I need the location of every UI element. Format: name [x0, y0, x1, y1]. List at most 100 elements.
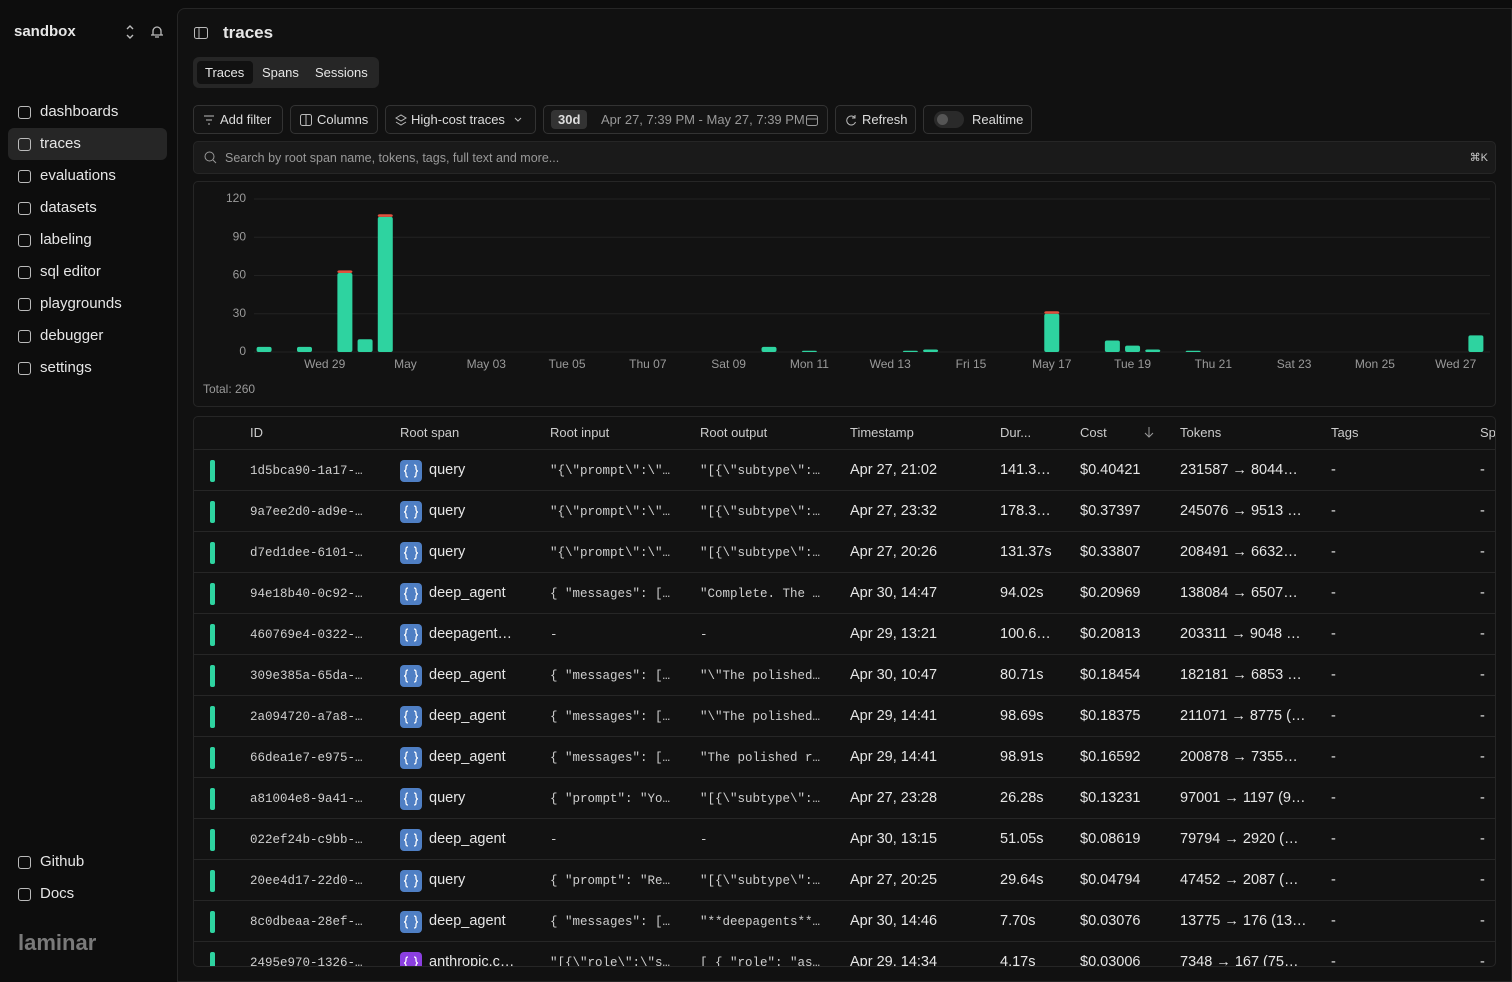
chart: Total: 260 0 30 60 90 120 Wed 29 May May 03 Tue …	[193, 181, 1496, 407]
x-tick-label: May 03	[467, 357, 507, 371]
x-tick-label: Tue 19	[1114, 357, 1151, 371]
nav-item[interactable]: traces	[8, 128, 167, 160]
nav-item[interactable]: datasets	[8, 192, 167, 224]
nav-item[interactable]: sql editor	[8, 256, 167, 288]
cell: $0.13231	[1080, 790, 1141, 806]
nav-item[interactable]: debugger	[8, 320, 167, 352]
refresh-button[interactable]: Refresh	[835, 105, 916, 134]
preset-dropdown[interactable]: High-cost traces	[385, 105, 536, 134]
sidebar-toggle[interactable]	[193, 25, 209, 41]
column-header[interactable]: Root input	[550, 425, 610, 440]
tab[interactable]: Spans	[262, 65, 299, 80]
nav-item[interactable]: labeling	[8, 224, 167, 256]
cell: $0.20969	[1080, 585, 1141, 601]
table-row[interactable]: a81004e8-9a41-… query { "prompt": "Yo… "[{\…	[194, 777, 1495, 819]
cell: -	[1331, 667, 1336, 683]
table-row[interactable]: d7ed1dee-6101-… query "{\"prompt\":\"… "[{\…	[194, 531, 1495, 573]
table-row[interactable]: 2a094720-a7a8-… deep_agent { "messages": […	[194, 695, 1495, 737]
cell: $0.08619	[1080, 831, 1141, 847]
table-row[interactable]: 66dea1e7-e975-… deep_agent { "messages": […	[194, 736, 1495, 778]
cell: 138084 → 6507…	[1180, 585, 1298, 601]
traces-table: ID Root span Root input Root output Timestam…	[193, 416, 1496, 967]
cell: "The polished r…	[700, 751, 821, 765]
cell: $0.40421	[1080, 462, 1141, 478]
cell: "[{\"subtype\":…	[700, 464, 821, 478]
cell: 8c0dbeaa-28ef-…	[250, 915, 363, 929]
nav-item[interactable]: settings	[8, 352, 167, 384]
cell: query	[429, 503, 466, 519]
column-header[interactable]: ID	[250, 425, 263, 440]
table-row[interactable]: 8c0dbeaa-28ef-… deep_agent { "messages": […	[194, 900, 1495, 942]
cell: 131.37s	[1000, 544, 1052, 560]
table-row[interactable]: 1d5bca90-1a17-… query "{\"prompt\":\"… "[{\…	[194, 449, 1495, 491]
cell: query	[429, 872, 466, 888]
footer-link[interactable]: Github	[8, 846, 167, 878]
nav-label: playgrounds	[40, 295, 122, 312]
table-row[interactable]: 460769e4-0322-… deepagent… - - Apr 29, 13:21…	[194, 613, 1495, 655]
nav-label: labeling	[40, 231, 92, 248]
date-range[interactable]: 30d Apr 27, 7:39 PM - May 27, 7:39 PM	[543, 105, 828, 134]
cell: { "messages": […	[550, 587, 671, 601]
nav-label: evaluations	[40, 167, 116, 184]
x-tick-label: May 17	[1032, 357, 1072, 371]
table-row[interactable]: 9a7ee2d0-ad9e-… query "{\"prompt\":\"… "[{\…	[194, 490, 1495, 532]
realtime-toggle[interactable]: Realtime	[923, 105, 1032, 134]
column-header[interactable]: Tokens	[1180, 425, 1222, 440]
cell: 141.3…	[1000, 462, 1051, 478]
cell: -	[1331, 790, 1336, 806]
cell: $0.37397	[1080, 503, 1141, 519]
column-header[interactable]: Timestamp	[850, 425, 914, 440]
cell: 100.6…	[1000, 626, 1051, 642]
footer-link[interactable]: Docs	[8, 878, 167, 910]
columns-button[interactable]: Columns	[290, 105, 378, 134]
cell: $0.33807	[1080, 544, 1141, 560]
column-header[interactable]: Tags	[1331, 425, 1359, 440]
y-tick-label: 120	[226, 191, 246, 205]
span-icon	[400, 583, 422, 605]
cell: -	[1480, 667, 1485, 683]
cell: 182181 → 6853 …	[1180, 667, 1302, 683]
table-row[interactable]: 20ee4d17-22d0-… query { "prompt": "Re… "[{\…	[194, 859, 1495, 901]
cell: 79794 → 2920 (…	[1180, 831, 1299, 847]
table-row[interactable]: 2495e970-1326-… anthropic.c… "[{\"role\":\…	[194, 941, 1495, 967]
tab[interactable]: Traces	[205, 65, 245, 80]
nav-item[interactable]: evaluations	[8, 160, 167, 192]
column-header[interactable]: Root output	[700, 425, 768, 440]
nav-label: sql editor	[40, 263, 101, 280]
cell: deep_agent	[429, 749, 506, 765]
bar-segment	[337, 270, 353, 273]
cell: "**deepagents**…	[700, 915, 821, 929]
column-header[interactable]: Root span	[400, 425, 460, 440]
bar-segment	[357, 339, 373, 352]
cell: "\"The polished…	[700, 669, 821, 683]
search-bar[interactable]: Search by root span name, tokens, tags, …	[193, 141, 1496, 174]
column-header[interactable]: Dur...	[1000, 425, 1032, 440]
cell: $0.16592	[1080, 749, 1141, 765]
cell: 2a094720-a7a8-…	[250, 710, 363, 724]
table-row[interactable]: 022ef24b-c9bb-… deep_agent - - Apr 30, 13:15…	[194, 818, 1495, 860]
nav-item[interactable]: dashboards	[8, 96, 167, 128]
cell: 022ef24b-c9bb-…	[250, 833, 363, 847]
column-header[interactable]: Cost	[1080, 425, 1107, 440]
cell: -	[1331, 913, 1336, 929]
y-tick-label: 30	[233, 306, 247, 320]
cell: -	[1480, 585, 1485, 601]
cell: "[{\"subtype\":…	[700, 505, 821, 519]
cell: -	[550, 628, 558, 642]
table-row[interactable]: 94e18b40-0c92-… deep_agent { "messages": […	[194, 572, 1495, 614]
workspace[interactable]: sandbox	[14, 23, 76, 40]
cell: -	[550, 833, 558, 847]
nav-item[interactable]: playgrounds	[8, 288, 167, 320]
sort-icon[interactable]	[1144, 426, 1154, 438]
tab[interactable]: Sessions	[315, 65, 368, 80]
table-row[interactable]: 309e385a-65da-… deep_agent { "messages": […	[194, 654, 1495, 696]
cell: deep_agent	[429, 913, 506, 929]
add-filter-button[interactable]: Add filter	[193, 105, 283, 134]
status-bar	[210, 911, 215, 933]
status-bar	[210, 624, 215, 646]
cell: -	[1331, 954, 1336, 967]
column-header[interactable]: Sp	[1480, 425, 1496, 440]
status-bar	[210, 665, 215, 687]
cell: { "messages": […	[550, 751, 671, 765]
tabs: Traces Spans Sessions	[193, 57, 379, 88]
